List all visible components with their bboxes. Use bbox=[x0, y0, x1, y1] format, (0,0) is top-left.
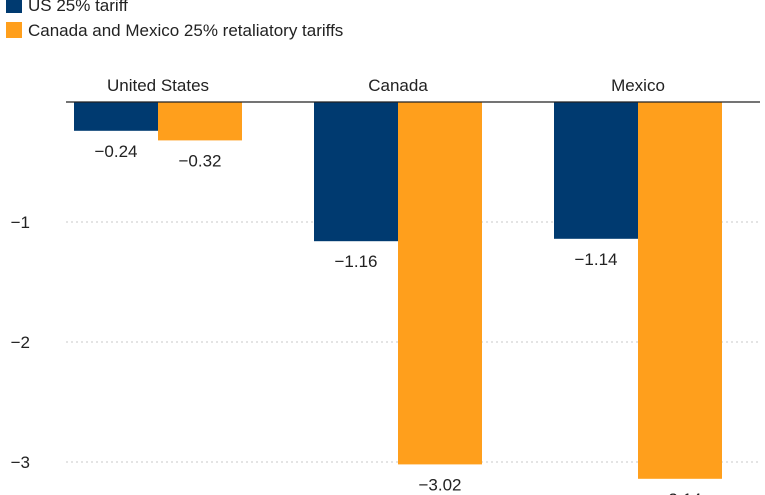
data-label: −0.24 bbox=[94, 142, 137, 161]
category-label: United States bbox=[107, 76, 209, 95]
y-tick-label: −2 bbox=[11, 333, 30, 352]
legend-label: US 25% tariff bbox=[28, 0, 128, 15]
y-tick-label: −3 bbox=[11, 453, 30, 472]
bar bbox=[74, 102, 158, 131]
category-label: Canada bbox=[368, 76, 428, 95]
legend-swatch bbox=[6, 22, 22, 38]
data-label: −3.02 bbox=[418, 475, 461, 494]
data-label: −3.14 bbox=[658, 490, 701, 495]
bar bbox=[398, 102, 482, 465]
bar bbox=[314, 102, 398, 242]
legend-label: Canada and Mexico 25% retaliatory tariff… bbox=[28, 21, 343, 40]
y-tick-label: −1 bbox=[11, 213, 30, 232]
bar bbox=[554, 102, 638, 239]
category-label: Mexico bbox=[611, 76, 665, 95]
bar bbox=[158, 102, 242, 141]
data-label: −1.14 bbox=[574, 250, 617, 269]
data-label: −0.32 bbox=[178, 151, 221, 170]
legend-swatch bbox=[6, 0, 22, 13]
data-label: −1.16 bbox=[334, 252, 377, 271]
bar bbox=[638, 102, 722, 479]
